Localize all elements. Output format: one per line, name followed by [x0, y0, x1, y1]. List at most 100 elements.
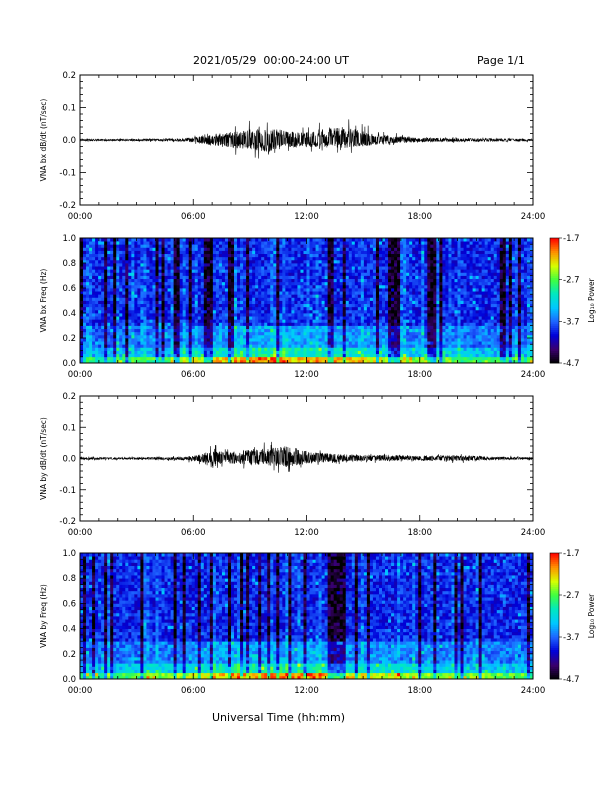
spectrogram-cell: [415, 353, 419, 358]
spectrogram-cell: [231, 263, 235, 267]
spectrogram-cell: [345, 253, 350, 258]
spectrogram-cell: [89, 316, 93, 320]
spectrogram-cell: [412, 253, 416, 258]
spectrogram-cell: [137, 272, 141, 276]
spectrogram-cell: [385, 350, 389, 355]
spectrogram-cell: [176, 263, 181, 267]
spectrogram-cell: [92, 275, 96, 280]
spectrogram-cell: [409, 300, 413, 305]
spectrogram-cell: [273, 328, 277, 333]
spectrogram-cell: [282, 259, 286, 264]
spectrogram-cell: [445, 263, 449, 267]
spectrogram-cell: [128, 338, 132, 342]
spectrogram-cell: [351, 313, 356, 317]
spectrogram-cell: [209, 319, 214, 323]
spectrogram-cell: [243, 359, 247, 364]
spectrogram-cell: [433, 331, 437, 336]
spectrogram-cell: [433, 353, 437, 358]
spectrogram-cell: [436, 291, 440, 295]
spectrogram-cell: [309, 319, 313, 323]
spectrogram-cell: [158, 241, 162, 245]
spectrogram-cell: [176, 278, 181, 283]
spectrogram-cell: [191, 278, 196, 283]
spectrogram-cell: [164, 306, 168, 311]
spectrogram-cell: [182, 263, 187, 267]
spectrogram-cell: [116, 266, 120, 270]
spectrogram-cell: [363, 316, 368, 320]
spectrogram-cell: [98, 294, 102, 298]
spectrogram-cell: [155, 288, 159, 292]
spectrogram-cell: [137, 238, 141, 242]
spectrogram-cell: [215, 325, 220, 330]
spectrogram-cell: [119, 294, 123, 298]
spectrogram-cell: [261, 263, 265, 267]
spectrogram-cell: [309, 356, 313, 361]
spectrogram-cell: [119, 322, 123, 326]
spectrogram-cell: [246, 241, 250, 245]
spectrogram-cell: [182, 297, 187, 301]
spectrogram-cell: [442, 241, 446, 245]
spectrogram-cell: [324, 238, 329, 242]
spectrogram-cell: [333, 297, 338, 301]
spectrogram-cell: [176, 247, 181, 251]
spectrogram-cell: [173, 263, 178, 267]
spectrogram-cell: [279, 244, 283, 248]
spectrogram-cell: [306, 300, 310, 305]
spectrogram-cell: [436, 359, 440, 364]
spectrogram-cell: [279, 284, 283, 289]
spectrogram-cell: [363, 347, 368, 351]
spectrogram-cell: [80, 256, 84, 261]
spectrogram-cell: [303, 334, 307, 339]
spectrogram-cell: [388, 269, 392, 273]
spectrogram-cell: [351, 281, 356, 286]
spectrogram-cell: [282, 238, 286, 242]
spectrogram-cell: [330, 297, 335, 301]
spectrogram-cell: [237, 347, 241, 351]
spectrogram-cell: [267, 338, 271, 342]
spectrogram-cell: [152, 250, 156, 255]
spectrogram-cell: [206, 338, 211, 342]
spectrogram-cell: [397, 347, 401, 351]
spectrogram-cell: [161, 309, 165, 314]
spectrogram-cell: [188, 263, 193, 267]
spectrogram-cell: [345, 334, 350, 339]
spectrogram-cell: [291, 303, 295, 308]
spectrogram-cell: [285, 281, 289, 286]
spectrogram-cell: [249, 328, 253, 333]
spectrogram-cell: [436, 306, 440, 311]
spectrogram-cell: [209, 250, 214, 255]
spectrogram-cell: [95, 275, 99, 280]
spectrogram-cell: [116, 356, 120, 361]
spectrogram-cell: [412, 328, 416, 333]
spectrogram-cell: [185, 300, 190, 305]
spectrogram-cell: [249, 303, 253, 308]
spectrogram-cell: [101, 259, 105, 264]
spectrogram-cell: [197, 272, 202, 276]
spectrogram-cell: [128, 316, 132, 320]
spectrogram-cell: [131, 347, 135, 351]
spectrogram-cell: [152, 341, 156, 345]
spectrogram-cell: [318, 344, 322, 348]
spectrogram-cell: [339, 338, 344, 342]
spectrogram-cell: [92, 325, 96, 330]
spectrogram-cell: [164, 278, 168, 283]
spectrogram-cell: [345, 281, 350, 286]
spectrogram-cell: [243, 288, 247, 292]
spectrogram-cell: [261, 281, 265, 286]
spectrogram-cell: [276, 325, 280, 330]
spectrogram-cell: [221, 359, 226, 364]
spectrogram-cell: [303, 306, 307, 311]
spectrogram-cell: [306, 341, 310, 345]
spectrogram-cell: [194, 338, 199, 342]
spectrogram-cell: [372, 294, 377, 298]
spectrogram-cell: [436, 341, 440, 345]
spectrogram-cell: [436, 328, 440, 333]
spectrogram-cell: [149, 253, 153, 258]
spectrogram-cell: [357, 247, 362, 251]
spectrogram-cell: [394, 250, 398, 255]
spectrogram-cell: [231, 284, 235, 289]
spectrogram-cell: [276, 281, 280, 286]
spectrogram-cell: [270, 350, 274, 355]
spectrogram-cell: [333, 303, 338, 308]
spectrogram-cell: [433, 309, 437, 314]
